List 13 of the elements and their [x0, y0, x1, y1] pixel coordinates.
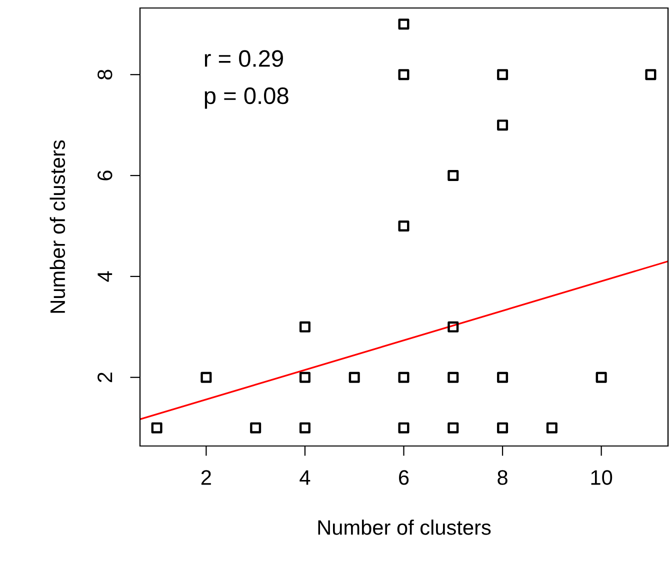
x-tick-label: 6 — [399, 470, 409, 485]
annotation: r = 0.29 — [204, 50, 283, 67]
x-tick-label: 8 — [498, 470, 508, 485]
annotation: p = 0.08 — [204, 87, 288, 109]
y-tick-label: 8 — [98, 70, 112, 80]
y-tick-label: 2 — [98, 372, 112, 382]
y-axis-title: Number of clusters — [50, 140, 66, 313]
x-tick-label: 2 — [201, 470, 211, 485]
y-tick-label: 6 — [98, 170, 112, 180]
x-axis-title: Number of clusters — [318, 520, 491, 535]
x-tick-label: 4 — [300, 470, 310, 485]
y-tick-label: 4 — [98, 271, 112, 282]
x-tick-label: 10 — [591, 470, 612, 485]
